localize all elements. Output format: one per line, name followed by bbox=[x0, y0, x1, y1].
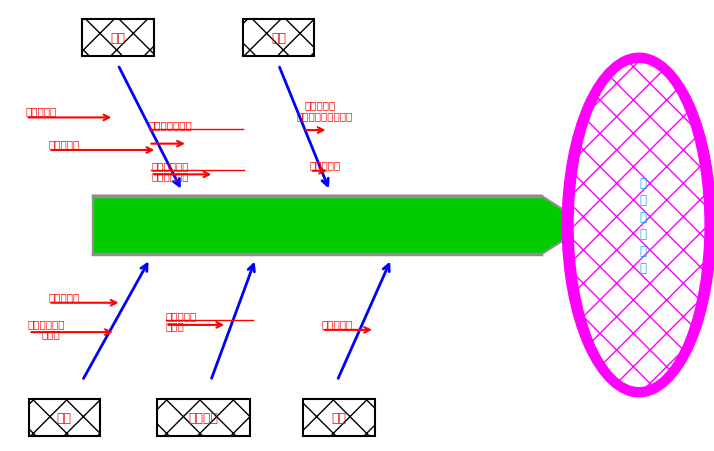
Text: 机械: 机械 bbox=[271, 32, 286, 45]
FancyBboxPatch shape bbox=[82, 20, 154, 57]
FancyBboxPatch shape bbox=[243, 20, 314, 57]
Text: 止水带安放: 止水带安放 bbox=[166, 310, 197, 320]
FancyBboxPatch shape bbox=[29, 399, 100, 436]
Text: 环境: 环境 bbox=[331, 411, 347, 423]
FancyBboxPatch shape bbox=[303, 399, 375, 436]
Text: 石块多: 石块多 bbox=[41, 328, 60, 338]
Text: 工作责任心不强: 工作责任心不强 bbox=[149, 120, 192, 129]
Text: 质量意识差，: 质量意识差， bbox=[151, 161, 189, 170]
Text: 混凝土离析: 混凝土离析 bbox=[49, 291, 80, 301]
Polygon shape bbox=[93, 196, 588, 255]
Text: 操作经验少: 操作经验少 bbox=[26, 106, 57, 116]
Text: 洞内温差大: 洞内温差大 bbox=[321, 318, 353, 328]
Text: 分工不明确工: 分工不明确工 bbox=[151, 170, 189, 180]
Text: 操作不认真: 操作不认真 bbox=[49, 139, 80, 149]
Text: 混凝土原材大: 混凝土原材大 bbox=[27, 318, 65, 328]
Text: 不合适: 不合适 bbox=[166, 320, 184, 330]
FancyBboxPatch shape bbox=[157, 399, 250, 436]
Text: 运输车太少: 运输车太少 bbox=[304, 100, 336, 110]
Text: 细
部
处
理
不
当: 细 部 处 理 不 当 bbox=[639, 177, 646, 274]
Text: 施工方法: 施工方法 bbox=[188, 411, 218, 423]
Text: 材料: 材料 bbox=[56, 411, 72, 423]
Ellipse shape bbox=[573, 63, 705, 388]
Text: 堵泵管、间隔时间长: 堵泵管、间隔时间长 bbox=[296, 110, 353, 120]
Text: 施工缝明显: 施工缝明显 bbox=[309, 160, 341, 170]
Ellipse shape bbox=[563, 54, 714, 397]
Text: 人员: 人员 bbox=[110, 32, 126, 45]
